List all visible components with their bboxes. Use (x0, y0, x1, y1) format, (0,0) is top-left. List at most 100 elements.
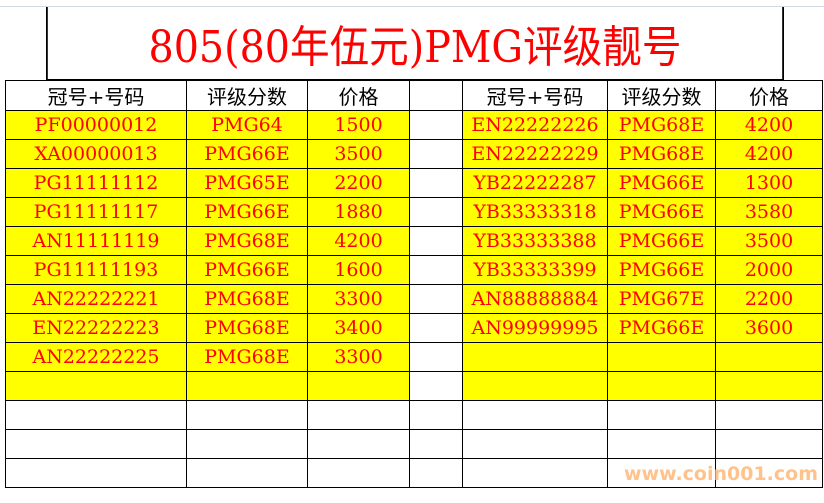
grade-cell[interactable] (607, 400, 716, 430)
serial-cell[interactable]: AN88888884 (462, 284, 608, 314)
grade-cell[interactable] (186, 458, 308, 488)
serial-cell[interactable] (5, 400, 187, 430)
serial-cell[interactable]: EN22222223 (5, 313, 187, 343)
serial-cell[interactable] (462, 371, 608, 401)
header-serial[interactable]: 冠号+号码 (5, 80, 187, 111)
price-cell[interactable]: 3600 (715, 313, 823, 343)
price-cell[interactable]: 4200 (715, 110, 823, 140)
price-cell[interactable] (715, 400, 823, 430)
grade-cell[interactable]: PMG68E (186, 342, 308, 372)
grade-cell[interactable]: PMG67E (607, 284, 716, 314)
header-price[interactable]: 价格 (307, 80, 410, 111)
price-cell[interactable]: 4200 (715, 139, 823, 169)
header-grade[interactable]: 评级分数 (186, 80, 308, 111)
serial-cell[interactable]: EN22222226 (462, 110, 608, 140)
grade-cell[interactable]: PMG68E (186, 313, 308, 343)
spacer-cell[interactable] (409, 371, 463, 401)
price-cell[interactable]: 3400 (307, 313, 410, 343)
price-cell[interactable] (307, 458, 410, 488)
grade-cell[interactable] (607, 458, 716, 488)
serial-cell[interactable] (5, 371, 187, 401)
spacer-cell[interactable] (409, 255, 463, 285)
serial-cell[interactable]: YB33333399 (462, 255, 608, 285)
price-cell[interactable]: 1300 (715, 168, 823, 198)
serial-cell[interactable]: EN22222229 (462, 139, 608, 169)
grade-cell[interactable] (186, 400, 308, 430)
grade-cell[interactable] (186, 429, 308, 459)
price-cell[interactable]: 3580 (715, 197, 823, 227)
serial-cell[interactable]: PG11111193 (5, 255, 187, 285)
serial-cell[interactable]: AN99999995 (462, 313, 608, 343)
serial-cell[interactable] (5, 458, 187, 488)
price-cell[interactable]: 3500 (715, 226, 823, 256)
price-cell[interactable]: 3300 (307, 284, 410, 314)
price-cell[interactable]: 2000 (715, 255, 823, 285)
grade-cell[interactable] (607, 429, 716, 459)
serial-cell[interactable] (5, 429, 187, 459)
grade-cell[interactable]: PMG66E (186, 255, 308, 285)
spacer-cell[interactable] (409, 168, 463, 198)
serial-cell[interactable]: YB33333318 (462, 197, 608, 227)
price-cell[interactable] (715, 458, 823, 488)
spacer-cell[interactable] (409, 284, 463, 314)
serial-cell[interactable] (462, 400, 608, 430)
price-cell[interactable] (307, 371, 410, 401)
grade-cell[interactable] (607, 371, 716, 401)
grade-cell[interactable]: PMG66E (607, 226, 716, 256)
spacer-cell[interactable] (409, 429, 463, 459)
serial-cell[interactable]: YB22222287 (462, 168, 608, 198)
grade-cell[interactable]: PMG64 (186, 110, 308, 140)
grade-cell[interactable]: PMG66E (607, 168, 716, 198)
header-serial[interactable]: 冠号+号码 (462, 80, 608, 111)
serial-cell[interactable] (462, 429, 608, 459)
grade-cell[interactable]: PMG68E (186, 284, 308, 314)
serial-cell[interactable]: AN22222225 (5, 342, 187, 372)
spacer-cell[interactable] (409, 139, 463, 169)
spacer-cell[interactable] (409, 110, 463, 140)
header-price[interactable]: 价格 (715, 80, 823, 111)
price-cell[interactable]: 1600 (307, 255, 410, 285)
price-cell[interactable] (715, 342, 823, 372)
grade-cell[interactable]: PMG68E (607, 139, 716, 169)
price-table: 冠号+号码 评级分数 价格 冠号+号码 评级分数 价格 PF00000012 PMG64 150… (5, 80, 823, 488)
serial-cell[interactable] (462, 458, 608, 488)
spacer-cell[interactable] (409, 197, 463, 227)
grade-cell[interactable]: PMG66E (186, 139, 308, 169)
header-grade[interactable]: 评级分数 (607, 80, 716, 111)
serial-cell[interactable]: PG11111112 (5, 168, 187, 198)
grade-cell[interactable]: PMG65E (186, 168, 308, 198)
serial-cell[interactable]: AN11111119 (5, 226, 187, 256)
grade-cell[interactable]: PMG66E (186, 197, 308, 227)
price-cell[interactable]: 1500 (307, 110, 410, 140)
grade-cell[interactable]: PMG68E (607, 110, 716, 140)
price-cell[interactable]: 4200 (307, 226, 410, 256)
grade-cell[interactable]: PMG66E (607, 313, 716, 343)
serial-cell[interactable]: PF00000012 (5, 110, 187, 140)
spacer-cell[interactable] (409, 80, 463, 111)
serial-cell[interactable] (462, 342, 608, 372)
price-cell[interactable]: 1880 (307, 197, 410, 227)
price-cell[interactable]: 2200 (715, 284, 823, 314)
grade-cell[interactable] (186, 371, 308, 401)
price-cell[interactable] (715, 429, 823, 459)
serial-cell[interactable]: YB33333388 (462, 226, 608, 256)
price-cell[interactable]: 3500 (307, 139, 410, 169)
price-cell[interactable]: 3300 (307, 342, 410, 372)
grade-cell[interactable] (607, 342, 716, 372)
spacer-cell[interactable] (409, 458, 463, 488)
price-cell[interactable] (307, 400, 410, 430)
spacer-cell[interactable] (409, 400, 463, 430)
serial-cell[interactable]: PG11111117 (5, 197, 187, 227)
serial-cell[interactable]: AN22222221 (5, 284, 187, 314)
spacer-cell[interactable] (409, 313, 463, 343)
price-cell[interactable]: 2200 (307, 168, 410, 198)
grade-cell[interactable]: PMG66E (607, 197, 716, 227)
price-cell[interactable] (715, 371, 823, 401)
spacer-cell[interactable] (409, 226, 463, 256)
grade-cell[interactable]: PMG68E (186, 226, 308, 256)
table-row: AN22222221 PMG68E 3300 AN88888884 PMG67E 2200 (5, 284, 823, 314)
grade-cell[interactable]: PMG66E (607, 255, 716, 285)
spacer-cell[interactable] (409, 342, 463, 372)
serial-cell[interactable]: XA00000013 (5, 139, 187, 169)
price-cell[interactable] (307, 429, 410, 459)
